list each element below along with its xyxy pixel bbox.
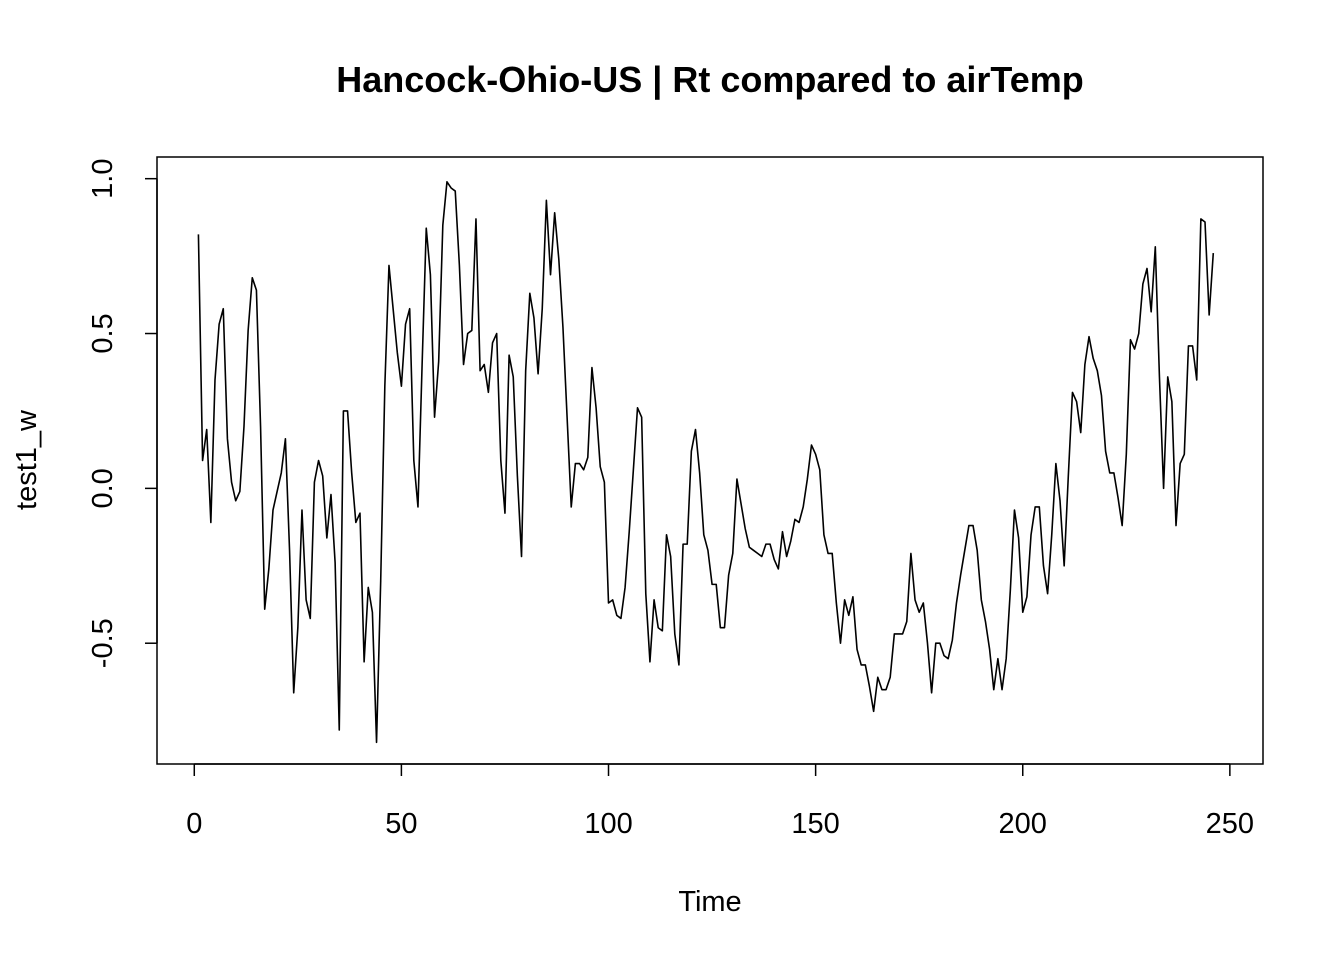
y-tick-label: 0.5 [87, 313, 119, 353]
x-tick-label: 100 [584, 808, 632, 840]
plot-area [197, 180, 1215, 744]
x-tick-label: 150 [791, 808, 839, 840]
x-tick-label: 200 [999, 808, 1047, 840]
series-line [197, 180, 1215, 744]
x-tick-label: 50 [385, 808, 417, 840]
x-tick-label: 250 [1206, 808, 1254, 840]
y-tick-label: -0.5 [87, 618, 119, 668]
y-tick-label: 1.0 [87, 159, 119, 199]
chart-title: Hancock-Ohio-US | Rt compared to airTemp [336, 59, 1084, 101]
x-axis-label: Time [678, 886, 741, 918]
x-axis: 0 50 100 150 200 250 [186, 763, 1254, 840]
plot-frame [156, 156, 1264, 765]
y-axis-label: test1_w [11, 409, 43, 510]
x-tick-label: 0 [186, 808, 202, 840]
y-axis: -0.5 0.0 0.5 1.0 [87, 159, 158, 668]
y-tick-label: 0.0 [87, 468, 119, 508]
